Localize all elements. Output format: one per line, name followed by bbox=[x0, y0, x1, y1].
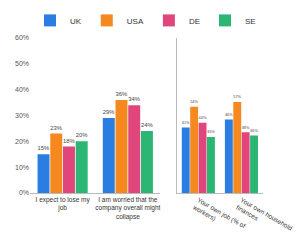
svg-text:SE: SE bbox=[245, 17, 256, 26]
svg-text:34%: 34% bbox=[128, 96, 140, 102]
svg-text:44%: 44% bbox=[199, 115, 207, 120]
svg-text:20%: 20% bbox=[15, 138, 29, 145]
svg-text:24%: 24% bbox=[141, 122, 153, 128]
svg-text:15%: 15% bbox=[38, 145, 50, 151]
svg-text:40%: 40% bbox=[15, 86, 29, 93]
svg-text:36%: 36% bbox=[116, 91, 128, 97]
svg-text:50%: 50% bbox=[15, 60, 29, 67]
svg-text:30%: 30% bbox=[15, 112, 29, 119]
svg-text:I expect to lose myjob: I expect to lose myjob bbox=[36, 196, 91, 212]
svg-text:DE: DE bbox=[189, 17, 200, 26]
svg-text:UK: UK bbox=[70, 17, 82, 26]
svg-text:0%: 0% bbox=[19, 189, 29, 196]
svg-text:38%: 38% bbox=[242, 125, 250, 130]
svg-text:USA: USA bbox=[127, 17, 144, 26]
svg-text:41%: 41% bbox=[182, 120, 190, 125]
svg-text:57%: 57% bbox=[233, 94, 241, 99]
svg-text:Your own job (% ofworkers): Your own job (% ofworkers) bbox=[191, 196, 247, 238]
svg-text:29%: 29% bbox=[103, 109, 115, 115]
svg-text:I am worried that thecompany o: I am worried that thecompany overall mig… bbox=[95, 196, 160, 221]
svg-text:35%: 35% bbox=[207, 129, 215, 134]
svg-text:36%: 36% bbox=[250, 128, 258, 133]
svg-text:54%: 54% bbox=[190, 99, 198, 104]
svg-text:46%: 46% bbox=[225, 112, 233, 117]
svg-text:Your own householdfinances: Your own householdfinances bbox=[235, 196, 294, 239]
svg-text:60%: 60% bbox=[15, 34, 29, 41]
svg-text:10%: 10% bbox=[15, 164, 29, 171]
svg-text:23%: 23% bbox=[50, 125, 62, 131]
svg-text:20%: 20% bbox=[76, 132, 88, 138]
svg-text:18%: 18% bbox=[63, 138, 75, 144]
